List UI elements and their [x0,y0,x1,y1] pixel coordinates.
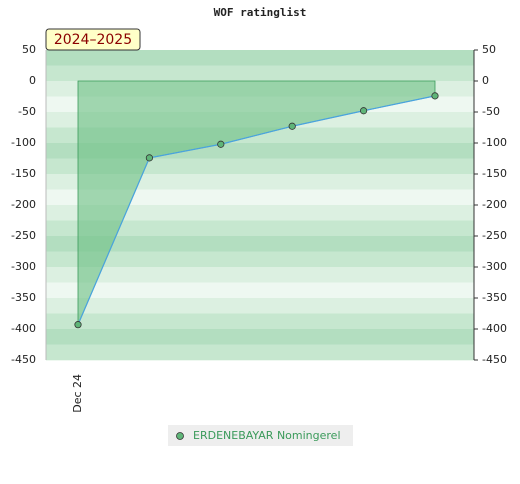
y2-tick-label: 0 [482,74,489,87]
y2-tick-label: -450 [482,353,507,366]
stripe [46,267,474,283]
stripe [46,50,474,66]
y2-tick-label: -250 [482,229,507,242]
y2-tick-label: -150 [482,167,507,180]
marker [288,122,296,130]
marker [145,154,153,162]
badge: 2024–2025 [54,32,132,48]
stripe [46,344,474,361]
stripe [46,282,474,299]
y2-tick-label: -50 [482,105,500,118]
y-tick-label: -450 [11,353,36,366]
marker [431,92,439,100]
legend-box [168,425,353,446]
y2-tick-label: -100 [482,136,507,149]
chart-title: WOF ratinglist [214,6,307,19]
y-tick-label: -50 [18,105,36,118]
y-tick-label: -100 [11,136,36,149]
badge-box [45,28,141,51]
y2-tick-label: -350 [482,291,507,304]
y-tick-label: -200 [11,198,36,211]
stripe [46,65,474,82]
legend-label: ERDENEBAYAR Nomingerel [193,429,341,442]
y-tick-label: -350 [11,291,36,304]
line [77,95,436,325]
marker [359,107,368,115]
stripe [46,298,474,314]
legend-marker [176,432,184,440]
y2-tick-label: -400 [482,322,507,335]
stripe [46,205,474,221]
y-tick-label: -150 [11,167,36,180]
stripe [46,220,474,237]
stripe [46,174,474,190]
marker [217,140,225,148]
y2-tick-label: -200 [482,198,507,211]
stripe [46,329,474,345]
y-tick-label: -300 [11,260,36,273]
y-tick-label: 0 [29,74,36,87]
stripe [46,251,474,268]
stripe [46,189,474,206]
y2-tick-label: 50 [482,43,496,56]
y-tick-label: 50 [22,43,36,56]
stripe [46,158,474,175]
stripe [46,313,474,330]
x-tick-label: Dec 24 [71,374,84,413]
y2-tick-label: -300 [482,260,507,273]
y-tick-label: -250 [11,229,36,242]
marker [74,321,82,329]
y-tick-label: -400 [11,322,36,335]
stripe [46,236,474,252]
